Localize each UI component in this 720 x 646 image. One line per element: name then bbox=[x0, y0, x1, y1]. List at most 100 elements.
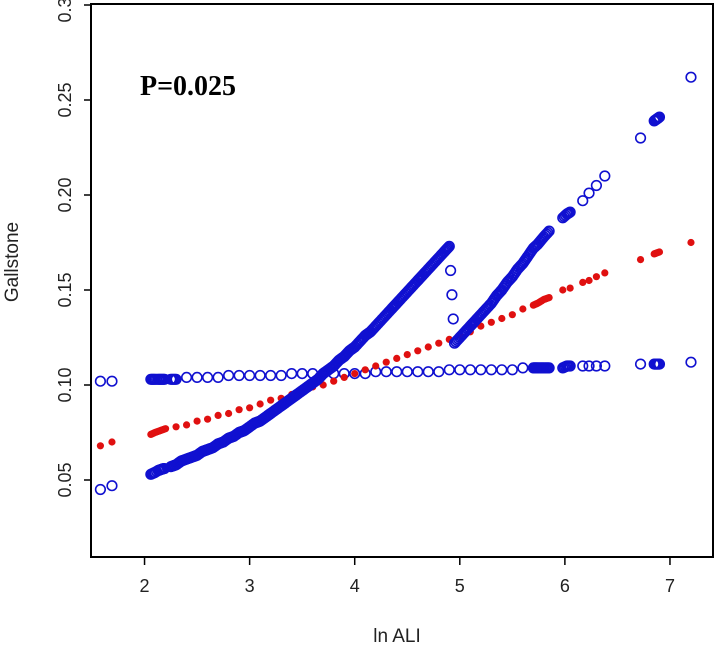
data-point bbox=[685, 356, 697, 368]
data-point bbox=[235, 406, 243, 414]
data-point bbox=[193, 417, 201, 425]
data-point bbox=[577, 195, 589, 207]
data-point bbox=[382, 358, 390, 366]
x-tick-label: 5 bbox=[455, 576, 465, 596]
series-upper-ci bbox=[94, 71, 697, 496]
x-tick-label: 7 bbox=[665, 576, 675, 596]
data-point bbox=[212, 371, 224, 384]
data-point bbox=[214, 411, 222, 419]
data-point bbox=[424, 343, 432, 351]
data-point bbox=[286, 368, 298, 380]
data-point bbox=[441, 242, 453, 255]
data-point bbox=[265, 369, 277, 382]
data-point bbox=[542, 226, 554, 239]
data-point bbox=[351, 370, 359, 378]
data-point bbox=[442, 241, 454, 254]
data-point bbox=[506, 364, 518, 376]
data-point bbox=[445, 264, 457, 277]
data-point bbox=[108, 438, 116, 446]
data-point bbox=[559, 286, 567, 294]
data-point bbox=[391, 366, 403, 378]
data-point bbox=[464, 364, 476, 376]
y-tick-label: 0.15 bbox=[55, 272, 75, 307]
data-point bbox=[191, 371, 203, 384]
data-point bbox=[170, 373, 182, 385]
data-point bbox=[685, 71, 697, 83]
plot-frame bbox=[90, 3, 714, 558]
data-point bbox=[203, 415, 212, 423]
data-point bbox=[223, 369, 235, 382]
data-point bbox=[296, 368, 308, 380]
x-axis: 2 3 4 5 6 7 bbox=[140, 557, 675, 596]
data-point bbox=[412, 366, 424, 378]
data-point bbox=[254, 369, 266, 382]
data-point bbox=[579, 278, 587, 286]
data-point bbox=[519, 305, 527, 313]
data-point bbox=[161, 425, 170, 433]
data-point bbox=[583, 360, 595, 372]
data-point bbox=[583, 187, 595, 199]
data-point bbox=[508, 311, 516, 319]
data-point bbox=[182, 421, 191, 429]
data-point bbox=[687, 238, 695, 247]
data-point bbox=[545, 294, 553, 302]
data-point bbox=[487, 318, 495, 326]
y-tick-label: 0.05 bbox=[55, 462, 75, 497]
data-point bbox=[380, 366, 392, 378]
series-lower-ci bbox=[94, 356, 697, 387]
series-layer bbox=[94, 71, 697, 496]
data-point bbox=[475, 364, 487, 376]
data-point bbox=[599, 170, 611, 182]
y-tick-label: 0.10 bbox=[55, 367, 75, 402]
data-point bbox=[401, 366, 413, 378]
y-axis-title: Gallstone bbox=[2, 222, 23, 302]
data-point bbox=[634, 358, 647, 370]
data-point bbox=[653, 358, 666, 370]
y-tick-label: 0.20 bbox=[55, 177, 75, 212]
x-tick-label: 6 bbox=[560, 576, 570, 596]
series-fitted bbox=[96, 238, 695, 450]
data-point bbox=[485, 364, 497, 376]
data-point bbox=[106, 480, 118, 492]
data-point bbox=[543, 362, 555, 374]
x-tick-label: 2 bbox=[140, 576, 150, 596]
data-point bbox=[172, 423, 180, 431]
data-point bbox=[653, 111, 666, 123]
data-point bbox=[446, 289, 458, 301]
data-point bbox=[414, 347, 422, 355]
data-point bbox=[349, 368, 361, 380]
data-point bbox=[585, 276, 593, 285]
data-point bbox=[256, 400, 264, 408]
data-point bbox=[233, 369, 245, 382]
data-point bbox=[433, 366, 445, 378]
x-tick-label: 3 bbox=[245, 576, 255, 596]
data-point bbox=[564, 360, 576, 372]
data-point bbox=[636, 256, 645, 264]
data-point bbox=[566, 284, 574, 292]
data-point bbox=[180, 371, 193, 384]
data-point bbox=[106, 375, 118, 387]
data-point bbox=[422, 366, 434, 378]
data-point bbox=[330, 377, 338, 385]
data-point bbox=[435, 339, 443, 347]
y-axis: 0.05 0.10 0.15 0.20 0.25 0.30 bbox=[55, 0, 91, 498]
x-axis-title: ln ALI bbox=[373, 626, 421, 646]
data-point bbox=[540, 228, 553, 240]
data-point bbox=[361, 366, 369, 374]
x-tick-label: 4 bbox=[350, 576, 360, 596]
data-point bbox=[201, 371, 214, 384]
data-point bbox=[443, 240, 455, 252]
data-point bbox=[564, 206, 576, 218]
data-point bbox=[372, 362, 380, 370]
data-point bbox=[517, 362, 529, 374]
data-point bbox=[267, 396, 275, 404]
data-point bbox=[393, 354, 401, 362]
data-point bbox=[403, 351, 411, 359]
data-point bbox=[246, 404, 254, 412]
data-point bbox=[244, 369, 256, 382]
data-point bbox=[94, 375, 107, 387]
data-point bbox=[590, 179, 603, 192]
data-point bbox=[592, 273, 601, 281]
data-point bbox=[590, 360, 603, 372]
